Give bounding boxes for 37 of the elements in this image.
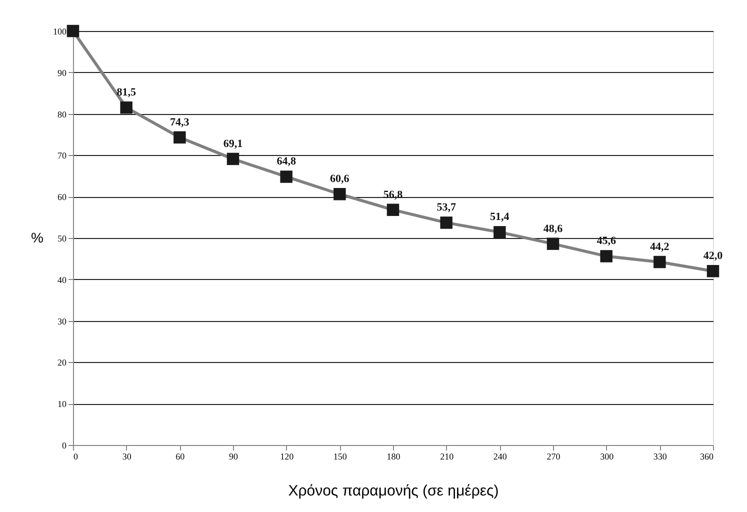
x-tick-label: 120 xyxy=(280,452,294,462)
x-tick-label: 30 xyxy=(122,452,132,462)
y-axis-title: % xyxy=(31,230,44,246)
y-tick-label: 10 xyxy=(58,399,67,410)
x-tick-label: 60 xyxy=(176,452,186,462)
x-tick-label: 210 xyxy=(440,452,454,462)
data-label: 74,3 xyxy=(170,116,190,128)
x-tick-label: 240 xyxy=(493,452,508,462)
x-tick-label: 270 xyxy=(546,452,561,462)
x-tick-label: 180 xyxy=(386,452,401,462)
x-tick-label: 330 xyxy=(653,452,668,462)
y-tick-label: 100 xyxy=(53,26,67,36)
x-tick-label: 360 xyxy=(700,452,714,462)
y-tick-label: 60 xyxy=(58,192,67,202)
data-label: 53,7 xyxy=(436,202,456,214)
y-tick-label: 50 xyxy=(58,234,67,244)
x-tick-label: 150 xyxy=(333,452,348,462)
x-tick-label: 300 xyxy=(600,452,614,462)
y-tick-label: 30 xyxy=(58,316,67,326)
x-tick-label: 0 xyxy=(74,452,78,462)
y-tick-label: 0 xyxy=(62,440,67,450)
data-label: 64,8 xyxy=(276,156,296,168)
y-tick-label: 90 xyxy=(58,68,67,78)
y-tick-label: 80 xyxy=(58,109,67,120)
data-label: 45,6 xyxy=(596,235,616,248)
data-label: 60,6 xyxy=(330,173,350,186)
data-label: 81,5 xyxy=(116,86,136,99)
y-tick-label: 40 xyxy=(58,274,67,285)
y-tick-label: 20 xyxy=(58,358,67,368)
data-label: 42,0 xyxy=(703,250,724,262)
x-tick-label: 90 xyxy=(229,452,238,462)
x-axis-title: Χρόνος παραμονής (σε ημέρες) xyxy=(288,482,499,500)
data-label: 69,1 xyxy=(223,138,243,150)
y-tick-label: 70 xyxy=(58,150,67,161)
data-label: 51,4 xyxy=(490,211,510,224)
data-label: 48,6 xyxy=(543,222,564,235)
data-label: 44,2 xyxy=(650,241,670,254)
